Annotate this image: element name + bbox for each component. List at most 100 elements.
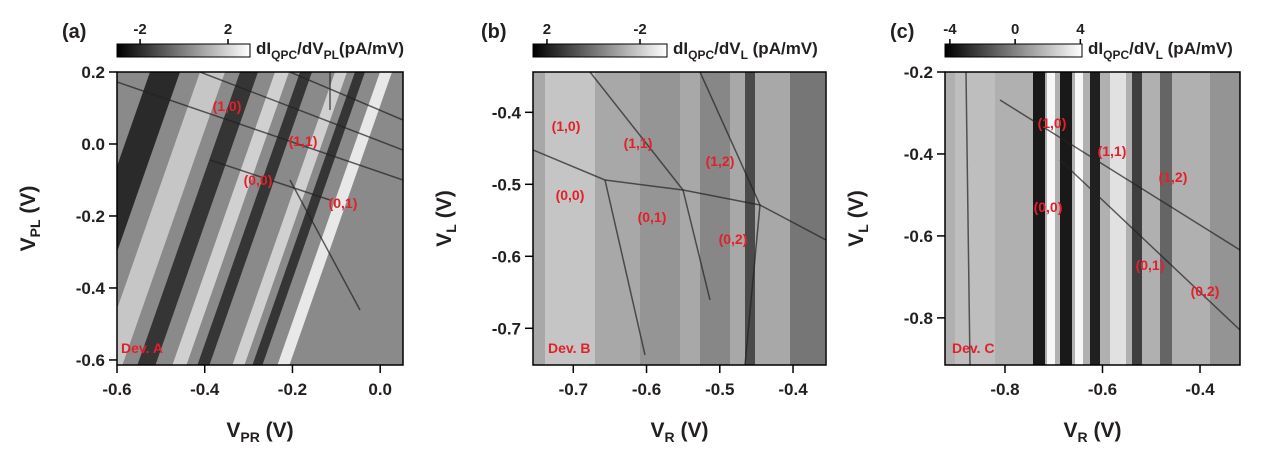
transition-line xyxy=(999,99,1240,251)
heatmap-stripe xyxy=(1110,72,1126,365)
x-tick-label: 0.0 xyxy=(368,380,392,399)
transition-line xyxy=(117,81,403,181)
label-part: (V) xyxy=(433,190,456,224)
x-tick-label: -0.4 xyxy=(190,380,220,399)
heatmap-stripe xyxy=(640,72,680,365)
colorbar-tick-label: -4 xyxy=(943,21,957,38)
y-axis-label: VPL (V) xyxy=(17,186,43,252)
colorbar-tick-label: 2 xyxy=(543,21,551,38)
label-part: dI xyxy=(673,39,688,58)
x-tick-label: -0.8 xyxy=(990,380,1019,399)
colorbar-tick-label: 4 xyxy=(1076,21,1085,38)
label-part: V xyxy=(1064,419,1078,442)
x-tick-label: -0.5 xyxy=(705,380,734,399)
state-label: (1,0) xyxy=(552,118,581,134)
device-label: Dev. B xyxy=(548,340,591,356)
label-part: (V) xyxy=(1088,419,1122,442)
plot-frame xyxy=(116,71,404,366)
transition-line xyxy=(289,72,403,121)
transition-line xyxy=(604,179,646,356)
colorbar-label: dIQPC/dVPL(pA/mV) xyxy=(256,39,404,62)
heatmap-stripe xyxy=(1090,72,1100,365)
transition-line xyxy=(589,72,684,191)
state-label: (0,0) xyxy=(244,172,273,188)
heatmap-stripe xyxy=(545,72,595,365)
state-label: (0,2) xyxy=(1191,283,1220,299)
plot-frame xyxy=(944,71,1241,366)
state-label: (1,2) xyxy=(706,153,735,169)
x-axis-label: VPR (V) xyxy=(226,419,293,445)
colorbar-tick-label: 0 xyxy=(1011,21,1019,38)
subscript: R xyxy=(665,429,675,445)
y-axis-label: VL (V) xyxy=(433,190,459,246)
x-tick-label: -0.4 xyxy=(778,380,808,399)
heatmap-stripe xyxy=(790,72,825,365)
transition-line xyxy=(533,149,606,181)
device-label: Dev. C xyxy=(952,340,995,356)
colorbar xyxy=(944,43,1083,58)
colorbar-tick-label: -2 xyxy=(633,21,646,38)
state-label: (0,0) xyxy=(1034,199,1063,215)
x-axis-label: VR (V) xyxy=(1064,419,1122,445)
transition-line xyxy=(744,204,761,365)
colorbar-label: dIQPC/dVL (pA/mV) xyxy=(1088,39,1233,62)
subscript: L xyxy=(1156,48,1163,62)
panel-label: (c) xyxy=(890,21,914,43)
state-label: (0,1) xyxy=(638,209,667,225)
heatmap-stripe xyxy=(1075,72,1083,365)
label-part: V xyxy=(226,419,240,442)
transition-line xyxy=(682,189,711,301)
plot-frame xyxy=(532,71,827,366)
heatmap-stripe xyxy=(1160,72,1172,365)
heatmap-stripe xyxy=(117,72,180,252)
heatmap-image xyxy=(117,72,403,365)
state-label: (1,1) xyxy=(624,135,653,151)
panel: -0.8 -0.6 -0.4-0.2-0.4-0.6-0.8VR (V)VL (V)… xyxy=(845,21,1241,445)
transition-line xyxy=(289,179,361,311)
x-tick-label: -0.6 xyxy=(632,380,661,399)
subscript: L xyxy=(741,48,748,62)
panel-label: (b) xyxy=(481,21,507,43)
label-part: (V) xyxy=(845,190,868,224)
label-part: (pA/mV) xyxy=(1163,39,1233,58)
colorbar-tick-label: 2 xyxy=(224,21,232,38)
label-part: V xyxy=(433,233,456,247)
subscript: PL xyxy=(27,219,43,237)
transition-line xyxy=(699,72,761,206)
state-label: (1,0) xyxy=(213,98,242,114)
subscript: QPC xyxy=(1103,48,1129,62)
y-axis-label: VL (V) xyxy=(845,190,871,246)
subscript: L xyxy=(855,224,871,233)
y-tick-label: -0.6 xyxy=(492,247,521,266)
y-tick-label: -0.2 xyxy=(76,207,105,226)
heatmap-stripe xyxy=(1060,72,1072,365)
heatmap-stripe xyxy=(252,72,365,365)
state-label: (0,0) xyxy=(556,187,585,203)
label-part: (pA/mV) xyxy=(339,39,404,58)
x-axis-label: VR (V) xyxy=(651,419,709,445)
transition-line xyxy=(759,204,826,241)
subscript: R xyxy=(1078,429,1088,445)
subscript: QPC xyxy=(688,48,714,62)
transition-line xyxy=(1059,159,1240,331)
label-part: (pA/mV) xyxy=(748,39,818,58)
heatmap-stripe xyxy=(172,72,289,365)
y-tick-label: -0.6 xyxy=(76,351,105,370)
label-part: dI xyxy=(256,39,271,58)
x-tick-label: -0.4 xyxy=(1185,380,1215,399)
heatmap-stripe xyxy=(117,72,225,365)
y-tick-label: -0.4 xyxy=(492,103,522,122)
x-tick-label: -0.6 xyxy=(1088,380,1117,399)
label-part: /dV xyxy=(714,39,741,58)
y-tick-label: -0.4 xyxy=(904,145,934,164)
state-label: (1,1) xyxy=(1098,143,1127,159)
transition-line xyxy=(682,189,761,206)
y-tick-label: 0.0 xyxy=(81,135,105,154)
transition-line xyxy=(965,72,971,365)
state-label: (1,0) xyxy=(1038,115,1067,131)
subscript: PR xyxy=(240,429,259,445)
label-part: V xyxy=(17,237,40,251)
colorbar xyxy=(116,43,251,58)
panel: -0.7 -0.6 -0.5 -0.4-0.4-0.5-0.6-0.7VR (V)VL… xyxy=(433,21,827,445)
